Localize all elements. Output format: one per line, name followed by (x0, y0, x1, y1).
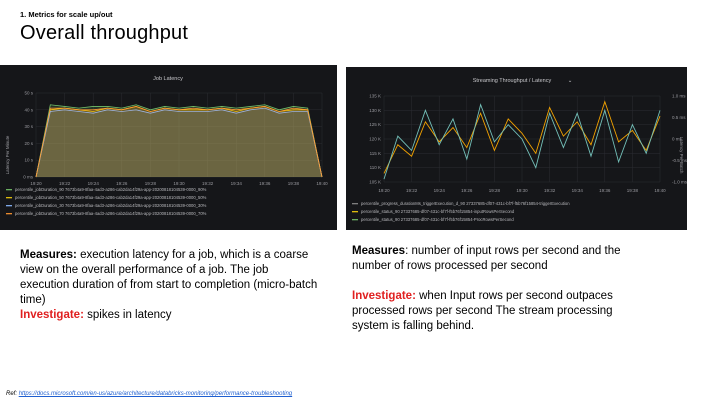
x-tick-label: 19:34 (231, 181, 243, 186)
x-tick-label: 19:40 (316, 181, 328, 186)
x-tick-label: 19:36 (599, 188, 611, 193)
x-tick-label: 19:26 (461, 188, 473, 193)
x-tick-label: 19:30 (173, 181, 185, 186)
y-tick-label: 0 ms (23, 175, 34, 180)
y-tick-label: 115 K (370, 151, 381, 156)
reference-link[interactable]: https://docs.microsoft.com/en-us/azure/a… (18, 391, 293, 397)
y2-tick-label: -1.0 ms (672, 180, 687, 185)
y2-tick-label: -0.5 ms (672, 158, 687, 163)
left-investigate-body: spikes in latency (83, 309, 172, 321)
y-tick-label: 120 K (369, 137, 381, 142)
x-tick-label: 19:28 (489, 188, 501, 193)
left-investigate-label: Investigate: (20, 309, 84, 321)
series-line (35, 107, 323, 178)
slide-title: Overall throughput (20, 22, 189, 44)
legend-item[interactable]: percentile_jobDuration_90 7673b4a9-8faa-… (15, 187, 207, 192)
series-area (36, 104, 322, 177)
x-tick-label: 19:22 (406, 188, 418, 193)
right-measures-body: : number of input rows per second and th… (352, 245, 621, 272)
x-tick-label: 19:30 (516, 188, 528, 193)
y-tick-label: 125 K (369, 122, 381, 127)
x-tick-label: 19:22 (59, 181, 71, 186)
series-line (35, 104, 323, 178)
y-tick-label: 30 s (24, 124, 33, 129)
y-tick-label: 20 s (24, 141, 33, 146)
series-area (36, 108, 322, 177)
x-tick-label: 19:24 (88, 181, 100, 186)
y2-tick-label: 1.0 ms (672, 94, 686, 99)
left-description: Measures: execution latency for a job, w… (20, 248, 320, 323)
left-measures-label: Measures: (20, 249, 77, 261)
right-investigate-label: Investigate: (352, 290, 416, 302)
job-latency-chart: Job Latency Latency Per Minute 50 s 40 s 3… (5, 76, 328, 216)
x-tick-label: 19:34 (572, 188, 584, 193)
y-tick-label: 135 K (369, 94, 381, 99)
y2-tick-label: 0.5 ms (672, 115, 686, 120)
y-tick-label: 105 K (369, 180, 381, 185)
y-tick-label: 10 s (24, 158, 33, 163)
streaming-y2-axis-label: Latency Per Batch (679, 137, 684, 174)
y-tick-label: 40 s (24, 107, 33, 112)
x-tick-label: 19:38 (288, 181, 300, 186)
series-area (36, 106, 322, 177)
streaming-throughput-panel: Streaming Throughput / Latency ⌄ Latency… (346, 67, 687, 230)
x-tick-label: 19:28 (145, 181, 157, 186)
series-line (383, 100, 661, 174)
y-tick-label: 110 K (370, 165, 381, 170)
streaming-throughput-title: Streaming Throughput / Latency (473, 78, 552, 84)
job-latency-panel: Job Latency Latency Per Minute 50 s 40 s 3… (0, 65, 337, 230)
x-tick-label: 19:20 (30, 181, 42, 186)
job-latency-title: Job Latency (153, 76, 183, 82)
series-line (35, 106, 323, 178)
x-tick-label: 19:32 (544, 188, 556, 193)
streaming-throughput-chart: Streaming Throughput / Latency ⌄ Latency… (352, 78, 687, 222)
right-measures-label: Measures (352, 245, 406, 257)
x-tick-label: 19:32 (202, 181, 214, 186)
panel-menu-chevron-icon[interactable]: ⌄ (568, 78, 573, 84)
y-tick-label: 130 K (369, 108, 381, 113)
x-tick-label: 19:26 (116, 181, 128, 186)
legend-item[interactable]: percentile_jobDuration_30 7673b4a9-8faa-… (15, 203, 207, 208)
x-tick-label: 19:36 (259, 181, 271, 186)
legend-item[interactable]: percentile_status_90 27337685-df07-431c-… (361, 217, 514, 222)
y2-tick-label: 0 ms (672, 137, 683, 142)
right-investigate-body: when Input rows per second outpaces proc… (352, 290, 613, 332)
series-line (383, 103, 661, 180)
x-tick-label: 19:38 (627, 188, 639, 193)
x-tick-label: 19:20 (378, 188, 390, 193)
series-area (36, 106, 322, 177)
job-latency-y-axis-label: Latency Per Minute (5, 135, 10, 174)
slide-kicker: 1. Metrics for scale up/out (20, 10, 113, 19)
reference-footer: Ref: https://docs.microsoft.com/en-us/az… (6, 391, 292, 397)
y-tick-label: 50 s (24, 91, 33, 96)
right-description: Measures: number of input rows per secon… (352, 244, 652, 334)
legend-item[interactable]: percentile_jobDuration_70 7673b4a9-8faa-… (15, 211, 207, 216)
legend-item[interactable]: percentile_progress_durationMs_triggerEx… (361, 201, 570, 206)
reference-label: Ref: (6, 391, 18, 397)
legend-item[interactable]: percentile_jobDuration_50 7673b4a9-8faa-… (15, 195, 207, 200)
legend-item[interactable]: percentile_status_90 27337685-df07-431c-… (361, 209, 515, 214)
x-tick-label: 19:24 (434, 188, 446, 193)
left-measures-body: execution latency for a job, which is a … (20, 249, 318, 306)
x-tick-label: 19:40 (654, 188, 666, 193)
